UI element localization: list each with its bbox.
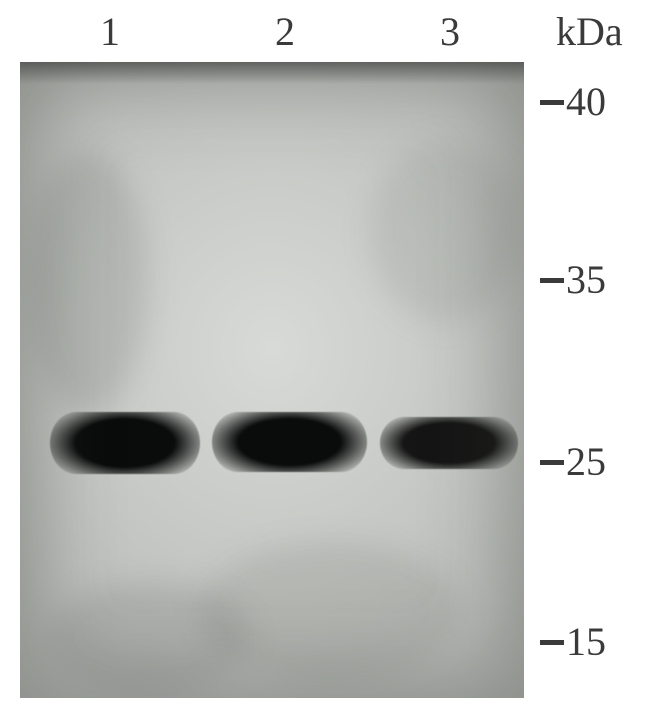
blot-smudge (28, 152, 148, 412)
lane-label-2: 2 (275, 8, 295, 55)
band-lane-1 (50, 412, 200, 474)
western-blot-figure: 1 2 3 kDa 40 35 25 15 (0, 0, 650, 708)
mw-tick (540, 460, 564, 465)
mw-tick (540, 278, 564, 283)
mw-label-25: 25 (566, 438, 606, 485)
band-lane-3 (380, 417, 518, 469)
blot-membrane (20, 62, 524, 698)
band-lane-2 (212, 412, 367, 472)
mw-label-35: 35 (566, 256, 606, 303)
blot-smudge (370, 142, 520, 322)
mw-label-15: 15 (566, 618, 606, 665)
mw-tick (540, 640, 564, 645)
lane-label-3: 3 (440, 8, 460, 55)
mw-tick (540, 100, 564, 105)
unit-label: kDa (556, 8, 623, 55)
blot-top-shadow (20, 62, 524, 84)
blot-smudge (50, 582, 250, 692)
lane-label-1: 1 (100, 8, 120, 55)
mw-label-40: 40 (566, 78, 606, 125)
